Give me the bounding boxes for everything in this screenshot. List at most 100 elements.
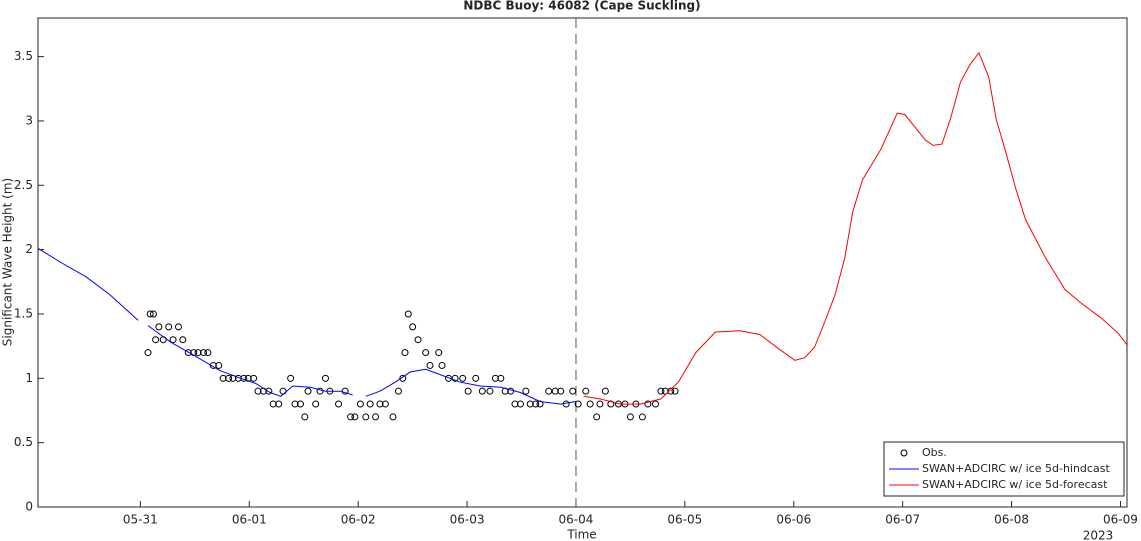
x-tick-label: 06-05 <box>667 513 702 527</box>
obs-point <box>651 400 659 408</box>
legend-label: SWAN+ADCIRC w/ ice 5d-hindcast <box>922 462 1110 475</box>
obs-point <box>497 374 505 382</box>
series-line <box>365 368 577 405</box>
legend-label: Obs. <box>922 446 947 459</box>
y-tick-label: 3 <box>25 113 33 127</box>
obs-point <box>601 387 609 395</box>
obs-point <box>347 413 355 421</box>
obs-point <box>414 336 422 344</box>
obs-point <box>532 400 540 408</box>
x-tick-label: 06-07 <box>885 513 920 527</box>
obs-point <box>335 400 343 408</box>
obs-point <box>149 310 157 318</box>
obs-point <box>426 361 434 369</box>
obs-point <box>671 387 679 395</box>
obs-point <box>596 400 604 408</box>
obs-point <box>569 387 577 395</box>
obs-point <box>491 374 499 382</box>
y-tick-label: 0.5 <box>14 435 33 449</box>
y-tick-label: 1 <box>25 371 33 385</box>
obs-point <box>356 400 364 408</box>
obs-point <box>312 400 320 408</box>
obs-point <box>401 349 409 357</box>
year-label: 2023 <box>1083 529 1114 541</box>
obs-point <box>296 400 304 408</box>
obs-point <box>366 400 374 408</box>
obs-point <box>179 336 187 344</box>
obs-point <box>593 413 601 421</box>
x-tick-label: 05-31 <box>123 513 158 527</box>
obs-point <box>144 349 152 357</box>
obs-point <box>394 387 402 395</box>
obs-point <box>254 387 262 395</box>
obs-point <box>215 361 223 369</box>
x-tick-label: 06-03 <box>450 513 485 527</box>
legend-marker <box>900 449 908 457</box>
series-line <box>147 325 353 397</box>
plot-area <box>37 17 1128 508</box>
x-axis-label: Time <box>566 528 596 541</box>
obs-point <box>472 374 480 382</box>
obs-point <box>399 374 407 382</box>
obs-point <box>422 349 430 357</box>
obs-point <box>551 387 559 395</box>
obs-point <box>169 336 177 344</box>
obs-point <box>486 387 494 395</box>
x-tick-label: 06-06 <box>776 513 811 527</box>
x-tick-label: 06-02 <box>341 513 376 527</box>
obs-point <box>638 413 646 421</box>
obs-point <box>451 374 459 382</box>
series-line <box>37 247 139 321</box>
obs-point <box>478 387 486 395</box>
x-tick-label: 06-01 <box>232 513 267 527</box>
obs-point <box>435 349 443 357</box>
obs-point <box>287 374 295 382</box>
legend-box <box>883 441 1125 497</box>
x-tick-label: 06-08 <box>994 513 1029 527</box>
obs-point <box>155 323 163 331</box>
y-tick-label: 2 <box>25 242 33 256</box>
y-tick-label: 1.5 <box>14 306 33 320</box>
obs-point <box>321 374 329 382</box>
obs-point <box>545 387 553 395</box>
legend-label: SWAN+ADCIRC w/ ice 5d-forecast <box>922 478 1108 491</box>
obs-point <box>219 374 227 382</box>
obs-point <box>265 387 273 395</box>
obs-point <box>291 400 299 408</box>
x-tick-label: 06-04 <box>559 513 594 527</box>
obs-point <box>146 310 154 318</box>
obs-point <box>194 349 202 357</box>
obs-point <box>526 400 534 408</box>
obs-point <box>165 323 173 331</box>
obs-point <box>644 400 652 408</box>
obs-point <box>372 413 380 421</box>
obs-point <box>409 323 417 331</box>
obs-point <box>522 387 530 395</box>
obs-point <box>511 400 519 408</box>
obs-point <box>275 400 283 408</box>
legend: Obs. SWAN+ADCIRC w/ ice 5d-hindcast SWAN+A… <box>883 441 1125 497</box>
obs-point <box>459 374 467 382</box>
obs-point <box>626 413 634 421</box>
obs-point <box>404 310 412 318</box>
obs-point <box>464 387 472 395</box>
obs-point <box>200 349 208 357</box>
obs-point <box>516 400 524 408</box>
obs-point <box>389 413 397 421</box>
obs-point <box>667 387 675 395</box>
obs-point <box>376 400 384 408</box>
y-tick-label: 0 <box>25 500 33 514</box>
obs-point <box>152 336 160 344</box>
chart-title: NDBC Buoy: 46082 (Cape Suckling) <box>463 0 700 13</box>
obs-point <box>184 349 192 357</box>
obs-point <box>586 400 594 408</box>
obs-point <box>445 374 453 382</box>
y-axis-label: Significant Wave Height (m) <box>1 178 15 346</box>
obs-point <box>657 387 665 395</box>
obs-point <box>304 387 312 395</box>
obs-point <box>204 349 212 357</box>
obs-point <box>316 387 324 395</box>
obs-point <box>557 387 565 395</box>
